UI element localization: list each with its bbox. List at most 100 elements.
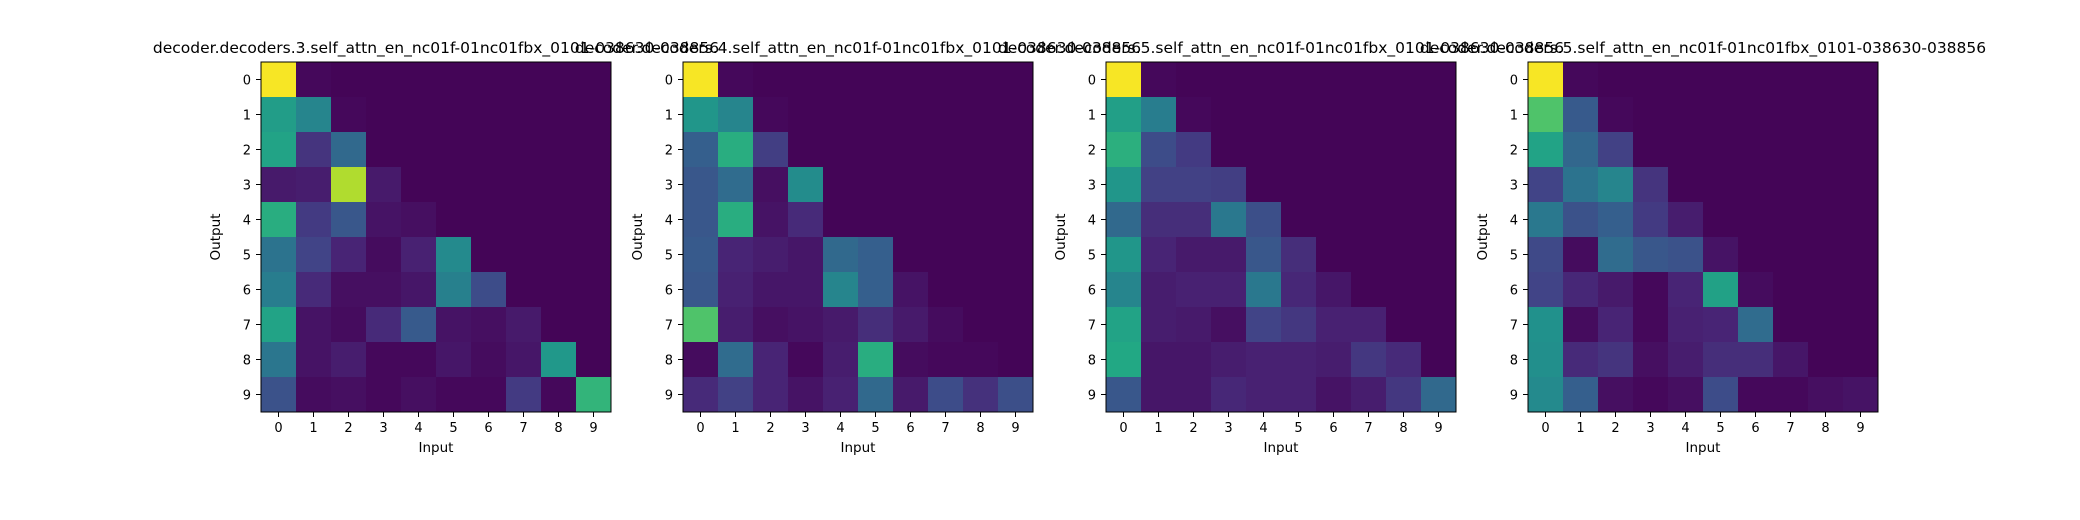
x-tick-label: 0: [696, 421, 704, 436]
heatmap-cell: [471, 272, 507, 308]
heatmap-cell: [1633, 237, 1669, 273]
heatmap-cell: [928, 132, 964, 168]
heatmap-cell: [1351, 237, 1387, 273]
plot-frame: [1105, 61, 1457, 413]
heatmap-cell: [1421, 237, 1457, 273]
heatmap-cell: [1633, 97, 1669, 133]
heatmap-cell: [331, 377, 367, 413]
heatmap-cell: [1528, 237, 1564, 273]
heatmap-cell: [963, 342, 999, 378]
heatmap-cell: [683, 132, 719, 168]
heatmap-cell: [1141, 237, 1177, 273]
x-tick-label: 4: [414, 421, 422, 436]
heatmap-cell: [506, 377, 542, 413]
heatmap-cell: [1703, 307, 1739, 343]
heatmap-cell: [1386, 97, 1422, 133]
x-axis-label: Input: [419, 440, 454, 456]
heatmap-cell: [1668, 237, 1704, 273]
heatmap-title: decoder.decoders.5.self_attn_en_nc01f-01…: [998, 39, 1564, 58]
heatmap-cell: [576, 342, 612, 378]
x-tick-label: 7: [1786, 421, 1794, 436]
heatmap-cell: [998, 307, 1034, 343]
heatmap-cell: [1633, 62, 1669, 98]
heatmap-cell: [788, 342, 824, 378]
heatmap-cell: [1563, 97, 1599, 133]
heatmap-cell: [858, 307, 894, 343]
heatmap-cell: [436, 167, 472, 203]
heatmap-cell: [823, 342, 859, 378]
heatmap-cell: [1843, 272, 1879, 308]
heatmap-cell: [1563, 377, 1599, 413]
heatmap-cell: [1386, 272, 1422, 308]
heatmap-cell: [1633, 307, 1669, 343]
x-axis-label: Input: [841, 440, 876, 456]
heatmap-cell: [1668, 342, 1704, 378]
x-tick-label: 9: [1856, 421, 1864, 436]
x-axis-label: Input: [1264, 440, 1299, 456]
heatmap-cell: [1633, 272, 1669, 308]
heatmap-cell: [753, 202, 789, 238]
heatmap-cell: [1246, 132, 1282, 168]
heatmap-cell: [1773, 202, 1809, 238]
heatmap-cell: [1633, 342, 1669, 378]
x-tick-label: 8: [554, 421, 562, 436]
heatmap-cell: [576, 97, 612, 133]
heatmap-cell: [963, 237, 999, 273]
heatmap-cell: [1141, 342, 1177, 378]
heatmap-cell: [261, 237, 297, 273]
heatmap-cell: [823, 132, 859, 168]
heatmap-cell: [858, 202, 894, 238]
heatmap-cell: [1316, 342, 1352, 378]
heatmap-cell: [541, 342, 577, 378]
heatmap-cell: [401, 132, 437, 168]
y-tick-label: 7: [243, 319, 251, 334]
heatmap-cell: [1386, 237, 1422, 273]
heatmap-panel-0: 0 1 2 3 4 5 6 7 8 9 0 1 2 3 4 5 6 7 8 9 Input Output: [208, 61, 612, 456]
heatmap-cell: [718, 342, 754, 378]
heatmap-cell: [1633, 377, 1669, 413]
heatmap-cell: [1528, 132, 1564, 168]
heatmap-cell: [1246, 62, 1282, 98]
heatmap-cell: [858, 97, 894, 133]
heatmap-cell: [366, 237, 402, 273]
heatmap-cell: [1351, 62, 1387, 98]
y-tick-label: 0: [243, 74, 251, 89]
x-tick-label: 2: [1189, 421, 1197, 436]
heatmap-cell: [366, 97, 402, 133]
heatmap-cell: [1528, 167, 1564, 203]
heatmap-cell: [963, 167, 999, 203]
x-tick-label: 6: [1751, 421, 1759, 436]
heatmap-cell: [1106, 62, 1142, 98]
heatmap-cell: [1703, 237, 1739, 273]
x-tick-label: 1: [309, 421, 317, 436]
heatmap-cell: [683, 62, 719, 98]
heatmap-cell: [436, 62, 472, 98]
heatmap-cell: [858, 167, 894, 203]
x-tick-label: 9: [1011, 421, 1019, 436]
heatmap-cell: [1421, 342, 1457, 378]
heatmap-cell: [1703, 202, 1739, 238]
heatmap-cell: [1668, 272, 1704, 308]
heatmap-cell: [436, 342, 472, 378]
y-tick-label: 1: [1088, 109, 1096, 124]
heatmap-cell: [331, 272, 367, 308]
heatmap-cell: [1808, 272, 1844, 308]
y-tick-label: 9: [1510, 389, 1518, 404]
heatmap-cell: [401, 377, 437, 413]
heatmap-cell: [1176, 342, 1212, 378]
heatmap-cell: [1316, 272, 1352, 308]
heatmap-cell: [261, 202, 297, 238]
heatmap-cell: [576, 167, 612, 203]
heatmap-cell: [1738, 307, 1774, 343]
heatmap-cell: [1773, 342, 1809, 378]
y-tick-label: 4: [243, 214, 251, 229]
heatmap-cell: [753, 342, 789, 378]
heatmap-cell: [1598, 62, 1634, 98]
heatmap-cell: [998, 342, 1034, 378]
heatmap-title: decoder.decoders.3.self_attn_en_nc01f-01…: [153, 39, 719, 58]
heatmap-cell: [541, 167, 577, 203]
heatmap-cell: [1141, 377, 1177, 413]
heatmap-cell: [1106, 272, 1142, 308]
y-tick-label: 6: [243, 284, 251, 299]
heatmap-title: decoder.decoders.4.self_attn_en_nc01f-01…: [575, 39, 1141, 58]
